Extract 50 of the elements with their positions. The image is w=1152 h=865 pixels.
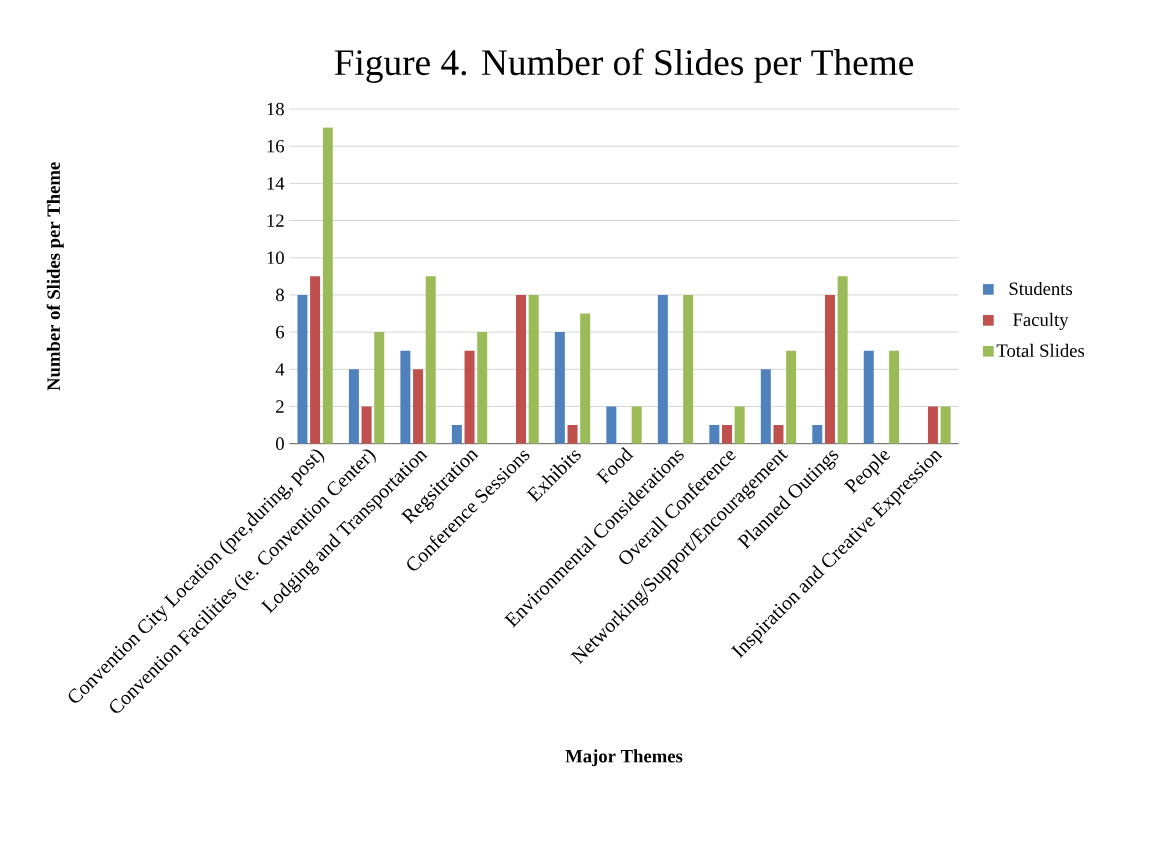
- y-tick-label: 6: [276, 325, 285, 339]
- bar: [567, 425, 578, 444]
- y-tick-label: 12: [267, 214, 284, 227]
- bar: [425, 276, 436, 444]
- bar: [657, 294, 668, 444]
- y-tick-label: 10: [267, 251, 284, 265]
- bar: [773, 425, 784, 444]
- bar: [580, 313, 591, 444]
- bar: [374, 332, 385, 444]
- bar: [516, 294, 527, 444]
- bar: [824, 294, 835, 444]
- bar: [837, 276, 848, 444]
- y-tick-label: 14: [267, 177, 285, 190]
- bar: [528, 294, 539, 444]
- bar: [863, 350, 874, 444]
- bar: [348, 369, 359, 444]
- y-axis-title: Number of Slides per Theme: [46, 162, 64, 391]
- bar: [812, 425, 823, 444]
- y-tick-label: 16: [267, 139, 285, 153]
- bar: [554, 332, 565, 444]
- legend-label: Students: [1009, 281, 1073, 296]
- x-axis-title: Major Themes: [565, 749, 683, 767]
- bar: [297, 294, 308, 444]
- bar: [322, 127, 333, 444]
- bar: [631, 406, 642, 444]
- bar: [413, 369, 424, 444]
- bar: [683, 294, 694, 444]
- legend-label: Total Slides: [996, 343, 1085, 357]
- bar: [477, 332, 488, 444]
- bar: [451, 425, 462, 444]
- bar: [786, 350, 797, 444]
- bar: [760, 369, 771, 444]
- bar: [400, 350, 411, 444]
- bar: [889, 350, 900, 444]
- chart-title: Figure 4. Number of Slides per Theme: [334, 48, 914, 83]
- bar: [940, 406, 951, 444]
- bar: [310, 276, 321, 444]
- y-tick-label: 18: [267, 102, 284, 116]
- bar: [927, 406, 938, 444]
- legend-label: Faculty: [1013, 312, 1069, 330]
- bar: [734, 406, 745, 444]
- y-tick-label: 2: [276, 400, 284, 413]
- bar: [721, 425, 732, 444]
- bar: [709, 425, 720, 444]
- bar: [361, 406, 372, 444]
- y-tick-label: 4: [275, 363, 285, 376]
- bar: [606, 406, 617, 444]
- bar: [464, 350, 475, 444]
- y-tick-label: 0: [276, 437, 284, 450]
- y-tick-label: 8: [276, 288, 284, 302]
